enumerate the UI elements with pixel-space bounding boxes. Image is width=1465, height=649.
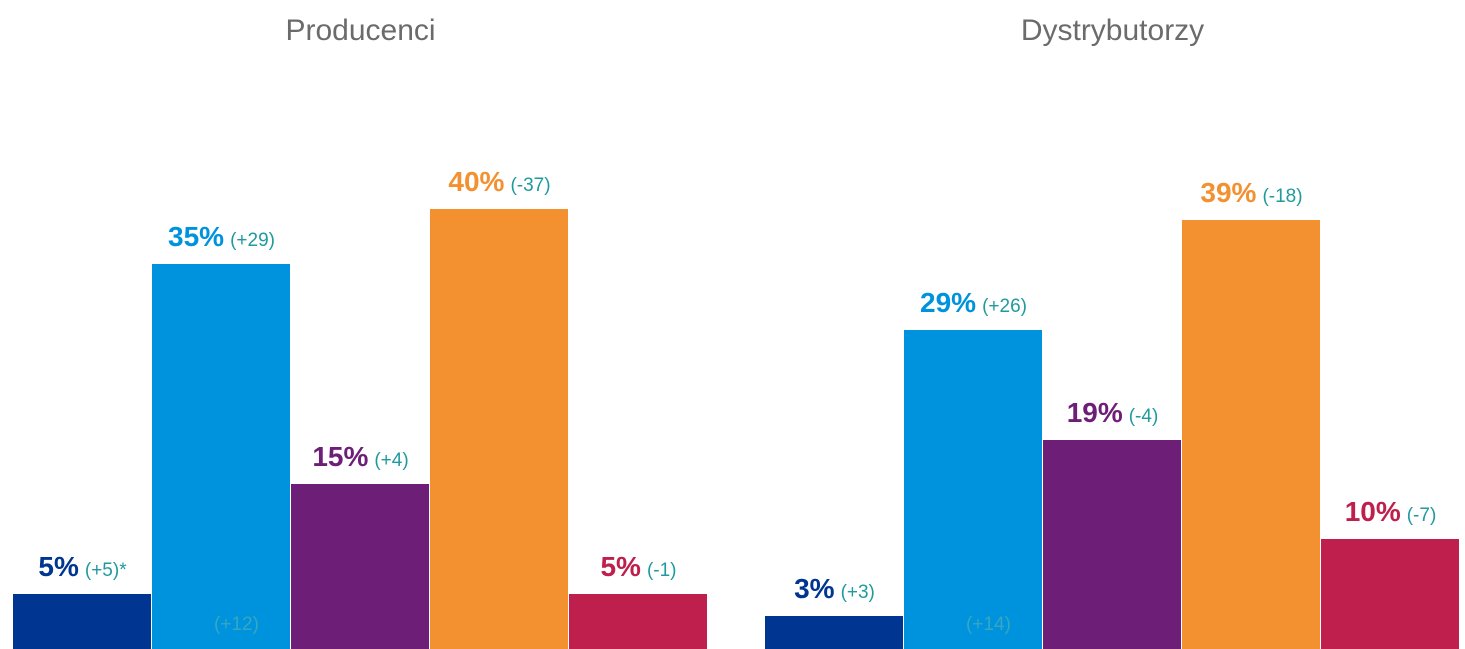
value-label: 39% [1200,177,1256,208]
bar-chart: Dystrybutorzy 3% (+3) 29% (+26) 19% (-4) 39% (-1… [765,14,1459,649]
data-label: 5% (-1) [600,551,676,582]
data-label: 19% (-4) [1067,397,1159,428]
change-label: (-37) [510,175,550,196]
data-label: 10% (-7) [1345,496,1437,527]
data-label: 39% (-18) [1200,177,1302,208]
bar [765,616,903,649]
annotation: (+14) [966,614,1011,635]
data-label: 29% (+26) [920,287,1027,318]
chart-title: Producenci [285,14,435,47]
value-label: 3% [794,573,835,604]
change-label: (-18) [1262,186,1302,207]
data-label: 5% (+5)* [38,551,127,582]
data-label: 15% (+4) [312,441,408,472]
bar-chart: Producenci 5% (+5)* 35% (+29) 15% (+4) 40% (-37)… [13,14,707,649]
value-label: 10% [1345,496,1401,527]
data-label: 3% (+3) [794,573,875,604]
change-label: (-1) [647,560,677,581]
change-label: (-7) [1407,505,1437,526]
bar [152,264,290,649]
value-label: 40% [448,166,504,197]
data-label: 35% (+29) [168,221,275,252]
value-label: 5% [600,551,641,582]
chart-title: Dystrybutorzy [1021,14,1204,47]
value-label: 5% [38,551,79,582]
value-label: 19% [1067,397,1123,428]
bar [1043,440,1181,649]
bar [291,484,429,649]
annotation: (+12) [214,614,259,635]
value-label: 15% [312,441,368,472]
change-label: (+3) [841,582,875,603]
value-label: 29% [920,287,976,318]
bar [1321,539,1459,649]
change-label: (+4) [374,450,408,471]
change-label: (+29) [230,230,275,251]
change-label: (+5)* [85,560,127,581]
change-label: (-4) [1129,406,1159,427]
change-label: (+26) [982,296,1027,317]
bar [13,594,151,649]
bar [430,209,568,649]
data-label: 40% (-37) [448,166,550,197]
bar [1182,220,1320,649]
bar [904,330,1042,649]
value-label: 35% [168,221,224,252]
bar [569,594,707,649]
